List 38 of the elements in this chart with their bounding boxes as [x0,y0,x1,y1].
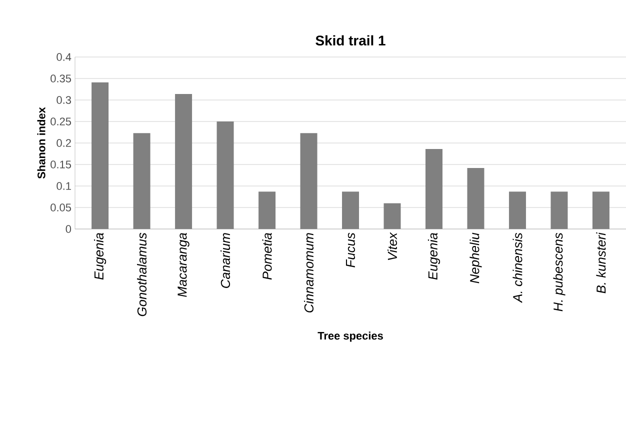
y-tick-label: 0.2 [56,139,71,147]
y-tick-label: 0.4 [56,53,72,61]
x-tick-label: Canarium [220,233,230,288]
y-tick-label: 0.15 [50,160,72,168]
bar [216,121,234,229]
x-tick-label: Eugenia [94,232,106,280]
bar [300,133,318,229]
bar [467,168,484,229]
bar [425,149,442,229]
x-tick-label: Cinnamomum [304,233,314,312]
x-tick-label: B. kunsteri [596,232,606,294]
x-tick-label: A. chinensis [512,232,522,303]
x-tick-label: Eugenia [428,232,440,280]
y-tick-label: 0.05 [50,204,72,212]
x-tick-label: Pometia [262,232,272,280]
bar [92,82,109,229]
x-tick-label: Macaranga [178,232,190,297]
x-tick-label: Vitex [387,232,397,260]
bar [550,192,568,229]
y-axis-title: Shanon index [37,107,46,179]
y-tick-label: 0.35 [50,74,72,82]
bar [258,192,276,229]
bar [342,192,360,229]
y-tick-label: 0 [66,225,72,233]
bar [384,203,401,229]
x-tick-label: H. pubescens [553,232,566,312]
bar [175,94,192,229]
bar [592,192,610,229]
chart-title: Skid trail 1 [316,35,386,46]
y-tick-label: 0.25 [50,118,72,126]
y-tick-label: 0.3 [56,96,71,104]
x-tick-label: Gonothalamus [137,232,147,316]
x-axis-title: Tree species [318,332,383,342]
y-tick-label: 0.1 [56,182,71,190]
bar [508,192,526,229]
x-tick-label: Fucus [346,232,356,268]
x-tick-label: Nepheliu [470,232,482,284]
bar [133,133,150,229]
